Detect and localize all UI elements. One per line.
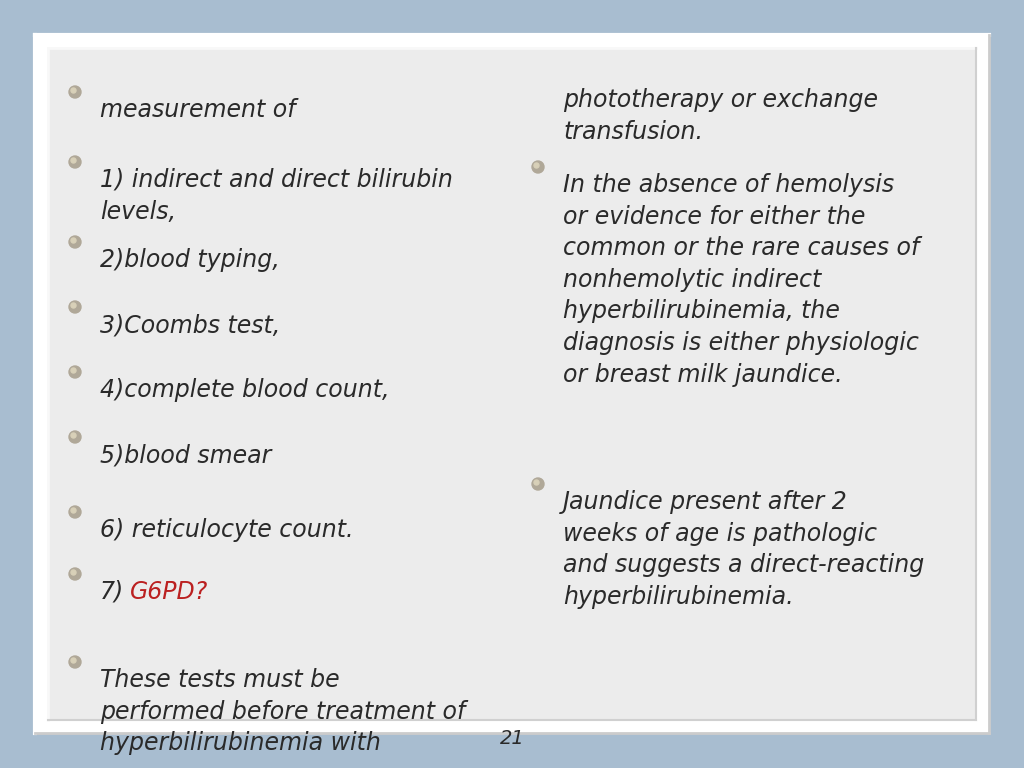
Bar <box>48 48 976 720</box>
Circle shape <box>532 161 544 173</box>
Circle shape <box>69 506 81 518</box>
Text: 5)blood smear: 5)blood smear <box>100 443 271 467</box>
Circle shape <box>532 478 544 490</box>
Circle shape <box>69 86 81 98</box>
Circle shape <box>69 236 81 248</box>
Text: In the absence of hemolysis
or evidence for either the
common or the rare causes: In the absence of hemolysis or evidence … <box>563 173 920 386</box>
Text: G6PD?: G6PD? <box>130 580 208 604</box>
Circle shape <box>71 433 76 438</box>
Circle shape <box>71 88 76 93</box>
Circle shape <box>534 480 539 485</box>
Text: phototherapy or exchange
transfusion.: phototherapy or exchange transfusion. <box>563 88 878 144</box>
Circle shape <box>71 658 76 663</box>
Text: measurement of: measurement of <box>100 98 296 122</box>
Text: 21: 21 <box>500 729 524 748</box>
Text: 3)Coombs test,: 3)Coombs test, <box>100 313 281 337</box>
Circle shape <box>71 508 76 513</box>
Text: 6) reticulocyte count.: 6) reticulocyte count. <box>100 518 353 542</box>
Circle shape <box>69 301 81 313</box>
Text: 1) indirect and direct bilirubin
levels,: 1) indirect and direct bilirubin levels, <box>100 168 453 223</box>
Text: 2)blood typing,: 2)blood typing, <box>100 248 280 272</box>
Circle shape <box>69 656 81 668</box>
Text: These tests must be
performed before treatment of
hyperbilirubinemia with: These tests must be performed before tre… <box>100 668 465 755</box>
Circle shape <box>69 568 81 580</box>
Circle shape <box>69 431 81 443</box>
Text: 4)complete blood count,: 4)complete blood count, <box>100 378 389 402</box>
Text: Jaundice present after 2
weeks of age is pathologic
and suggests a direct-reacti: Jaundice present after 2 weeks of age is… <box>563 490 925 609</box>
Circle shape <box>534 163 539 168</box>
Text: 7): 7) <box>100 580 124 604</box>
Circle shape <box>71 158 76 163</box>
Circle shape <box>71 303 76 308</box>
Circle shape <box>69 156 81 168</box>
Circle shape <box>71 368 76 373</box>
Circle shape <box>71 570 76 575</box>
Circle shape <box>69 366 81 378</box>
Circle shape <box>71 238 76 243</box>
